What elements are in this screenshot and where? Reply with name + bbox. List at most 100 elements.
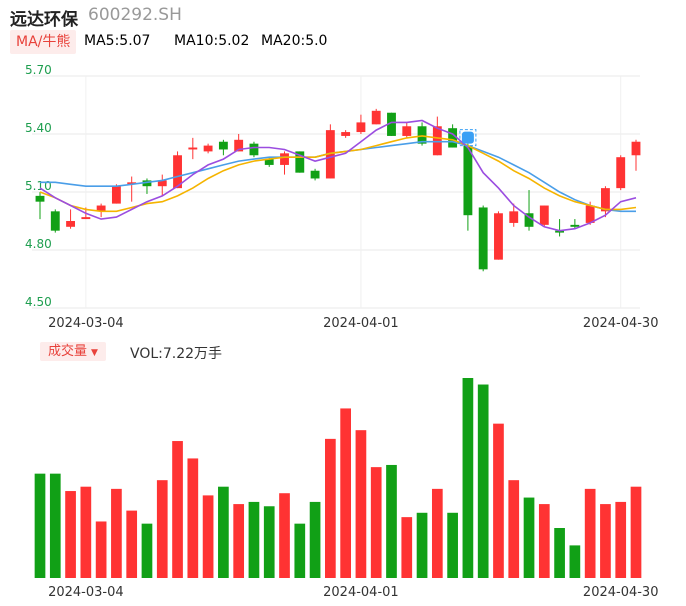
volume-bar <box>248 501 260 578</box>
volume-bar <box>477 384 489 578</box>
candle-body <box>218 141 228 150</box>
candle-body <box>264 159 274 165</box>
candle-body <box>585 205 595 223</box>
y-tick-label: 5.70 <box>25 63 52 77</box>
candle-body <box>35 195 45 202</box>
candle-body <box>249 143 259 156</box>
ma20-value: MA20:5.0 <box>261 33 328 49</box>
x-tick-label: 2024-04-01 <box>323 316 399 331</box>
volume-bar <box>370 467 382 578</box>
candle-body <box>478 207 488 270</box>
volume-bar <box>294 523 306 578</box>
candle-body <box>173 155 182 189</box>
candle-body <box>50 211 60 231</box>
event-marker-frame <box>459 129 477 147</box>
candle-body <box>524 213 534 227</box>
candle-body <box>371 110 381 125</box>
candle-body <box>402 126 412 136</box>
candle-body <box>341 132 351 136</box>
x-tick-label: 2024-04-30 <box>583 316 659 331</box>
volume-bar <box>355 430 367 578</box>
candle-body <box>555 230 565 233</box>
candle-body <box>463 145 473 216</box>
candle-body <box>81 217 91 220</box>
volume-bar <box>111 488 122 578</box>
volume-bar <box>600 504 611 578</box>
volume-bar <box>263 506 275 578</box>
candle-body <box>280 153 289 165</box>
volume-bar <box>80 486 92 578</box>
candle-body <box>387 112 396 136</box>
candle-body <box>157 180 167 187</box>
volume-bar <box>218 486 229 578</box>
x-tick-label: 2024-04-01 <box>323 585 399 600</box>
candle-body <box>188 147 198 150</box>
ma5-value: MA5:5.07 <box>84 33 151 49</box>
volume-indicator-label: 成交量 <box>48 344 88 359</box>
volume-bar <box>172 441 183 578</box>
volume-bar <box>65 491 76 578</box>
volume-bar <box>386 464 397 578</box>
candle-body <box>539 205 549 225</box>
volume-bar <box>538 504 550 578</box>
volume-bar <box>279 493 290 578</box>
volume-bar <box>49 473 61 578</box>
volume-indicator-button[interactable]: 成交量 ▼ <box>40 342 106 361</box>
ma5-line <box>39 119 637 232</box>
candle-body <box>601 188 610 212</box>
volume-bar <box>126 510 138 578</box>
volume-bar <box>187 458 199 578</box>
volume-bar <box>233 504 245 578</box>
volume-bar <box>34 473 46 578</box>
volume-bar <box>340 408 351 578</box>
candle-body <box>203 145 213 152</box>
event-marker-icon <box>461 131 474 144</box>
candle-body <box>356 122 366 133</box>
x-tick-label: 2024-04-30 <box>583 585 659 600</box>
volume-bar <box>401 517 413 578</box>
candle-body <box>570 224 580 227</box>
x-tick-label: 2024-03-04 <box>48 585 124 600</box>
ma-indicator-button[interactable]: MA/牛熊 <box>10 30 77 54</box>
candle-body <box>295 151 305 173</box>
volume-bar <box>156 480 168 578</box>
candle-body <box>325 130 335 179</box>
stock-code: 600292.SH <box>88 5 182 25</box>
candle-body <box>310 170 320 179</box>
candle-body <box>509 211 519 223</box>
candle-body <box>127 182 137 185</box>
candle-body <box>142 180 152 187</box>
y-tick-label: 5.40 <box>25 121 52 135</box>
volume-bar <box>309 501 321 578</box>
volume-bar <box>416 512 428 578</box>
volume-bar <box>569 545 581 578</box>
candle-body <box>111 186 121 204</box>
candle-body <box>96 205 106 212</box>
caret-down-icon: ▼ <box>91 348 98 358</box>
ma10-line <box>39 135 637 213</box>
y-tick-label: 4.80 <box>25 237 52 251</box>
volume-bar <box>630 486 642 578</box>
volume-bar <box>523 497 535 578</box>
candle-body <box>494 213 503 260</box>
candle-body <box>448 128 458 148</box>
volume-bar <box>554 528 565 578</box>
volume-bar <box>202 495 214 578</box>
candle-body <box>66 221 75 227</box>
volume-bar <box>462 378 474 578</box>
volume-bar <box>325 438 336 578</box>
candle-body <box>616 157 626 189</box>
volume-bar <box>141 523 153 578</box>
candle-body <box>631 141 641 156</box>
x-tick-label: 2024-03-04 <box>48 316 124 331</box>
volume-bar <box>431 488 443 578</box>
candle-body <box>417 126 427 144</box>
y-tick-label: 4.50 <box>25 295 52 309</box>
candle-body <box>432 126 442 156</box>
ma10-value: MA10:5.02 <box>174 33 250 49</box>
volume-bar <box>493 423 504 578</box>
volume-bar <box>584 488 596 578</box>
volume-bar <box>95 521 107 578</box>
volume-bar <box>508 480 520 578</box>
